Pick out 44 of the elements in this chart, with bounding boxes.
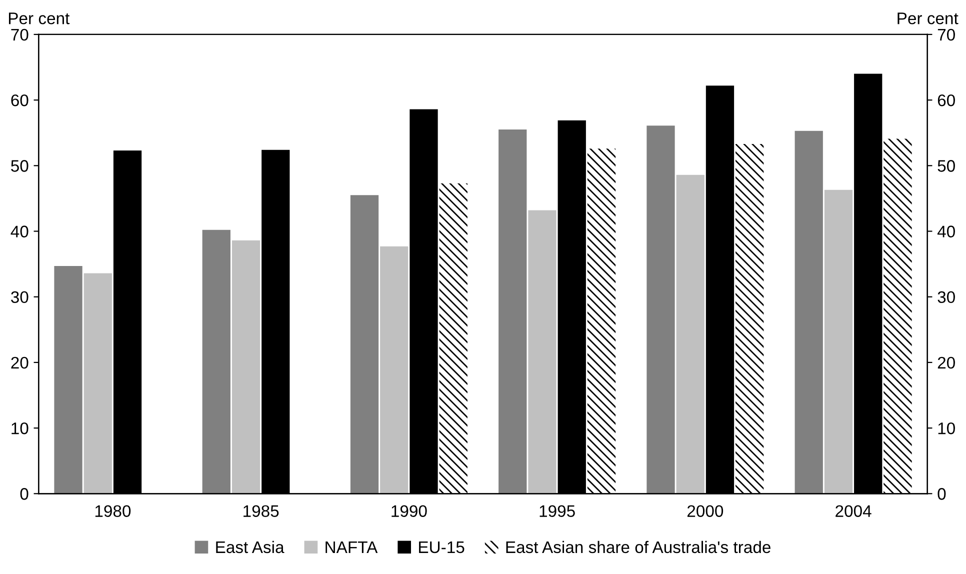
y-tick-label: 30: [11, 291, 28, 304]
y-tick-label: 40: [10, 226, 28, 238]
y2-tick-label: 40: [937, 226, 955, 238]
y2-tick-label: 30: [938, 291, 955, 304]
y-tick-label: 20: [11, 356, 28, 369]
bar: [794, 130, 823, 494]
bar: [439, 183, 468, 494]
bar: [587, 148, 616, 494]
y-tick-label: 70: [11, 28, 28, 41]
x-tick-label: 1990: [392, 505, 427, 517]
y-tick-label: 10: [12, 422, 28, 434]
y-tick-label: 60: [11, 94, 28, 106]
y2-tick-label: 70: [938, 28, 955, 41]
y2-axis-title: Per cent: [898, 12, 958, 24]
bar: [84, 273, 112, 494]
bar: [498, 130, 527, 494]
y2-tick-label: 50: [938, 160, 955, 172]
bar: [54, 266, 82, 494]
legend-label: East Asian share of Australia's trade: [506, 540, 770, 554]
y2-tick-label: 10: [938, 422, 955, 434]
legend-label: NAFTA: [326, 541, 378, 553]
bar: [884, 138, 912, 494]
bar: [528, 210, 556, 494]
bar: [676, 174, 704, 494]
bar: [646, 126, 675, 494]
y2-tick-label: 20: [938, 356, 955, 369]
y-tick-label: 50: [11, 160, 28, 172]
x-tick-label: 1985: [244, 505, 279, 517]
y-tick-label: 0: [20, 488, 28, 500]
bar: [202, 230, 230, 494]
bar: [736, 144, 764, 494]
y2-tick-label: 60: [938, 94, 955, 106]
y-axis-title: Per cent: [8, 12, 70, 24]
legend-label: East Asia: [216, 540, 284, 554]
bar: [380, 246, 408, 494]
bar: [232, 240, 260, 494]
x-tick-label: 2004: [836, 505, 872, 517]
bar: [350, 195, 379, 494]
x-tick-label: 1995: [540, 505, 575, 517]
y2-tick-label: 0: [938, 488, 946, 500]
bar: [824, 190, 853, 494]
legend-label: EU-15: [419, 541, 464, 554]
x-tick-label: 2000: [687, 505, 724, 517]
x-tick-label: 1980: [95, 505, 131, 517]
